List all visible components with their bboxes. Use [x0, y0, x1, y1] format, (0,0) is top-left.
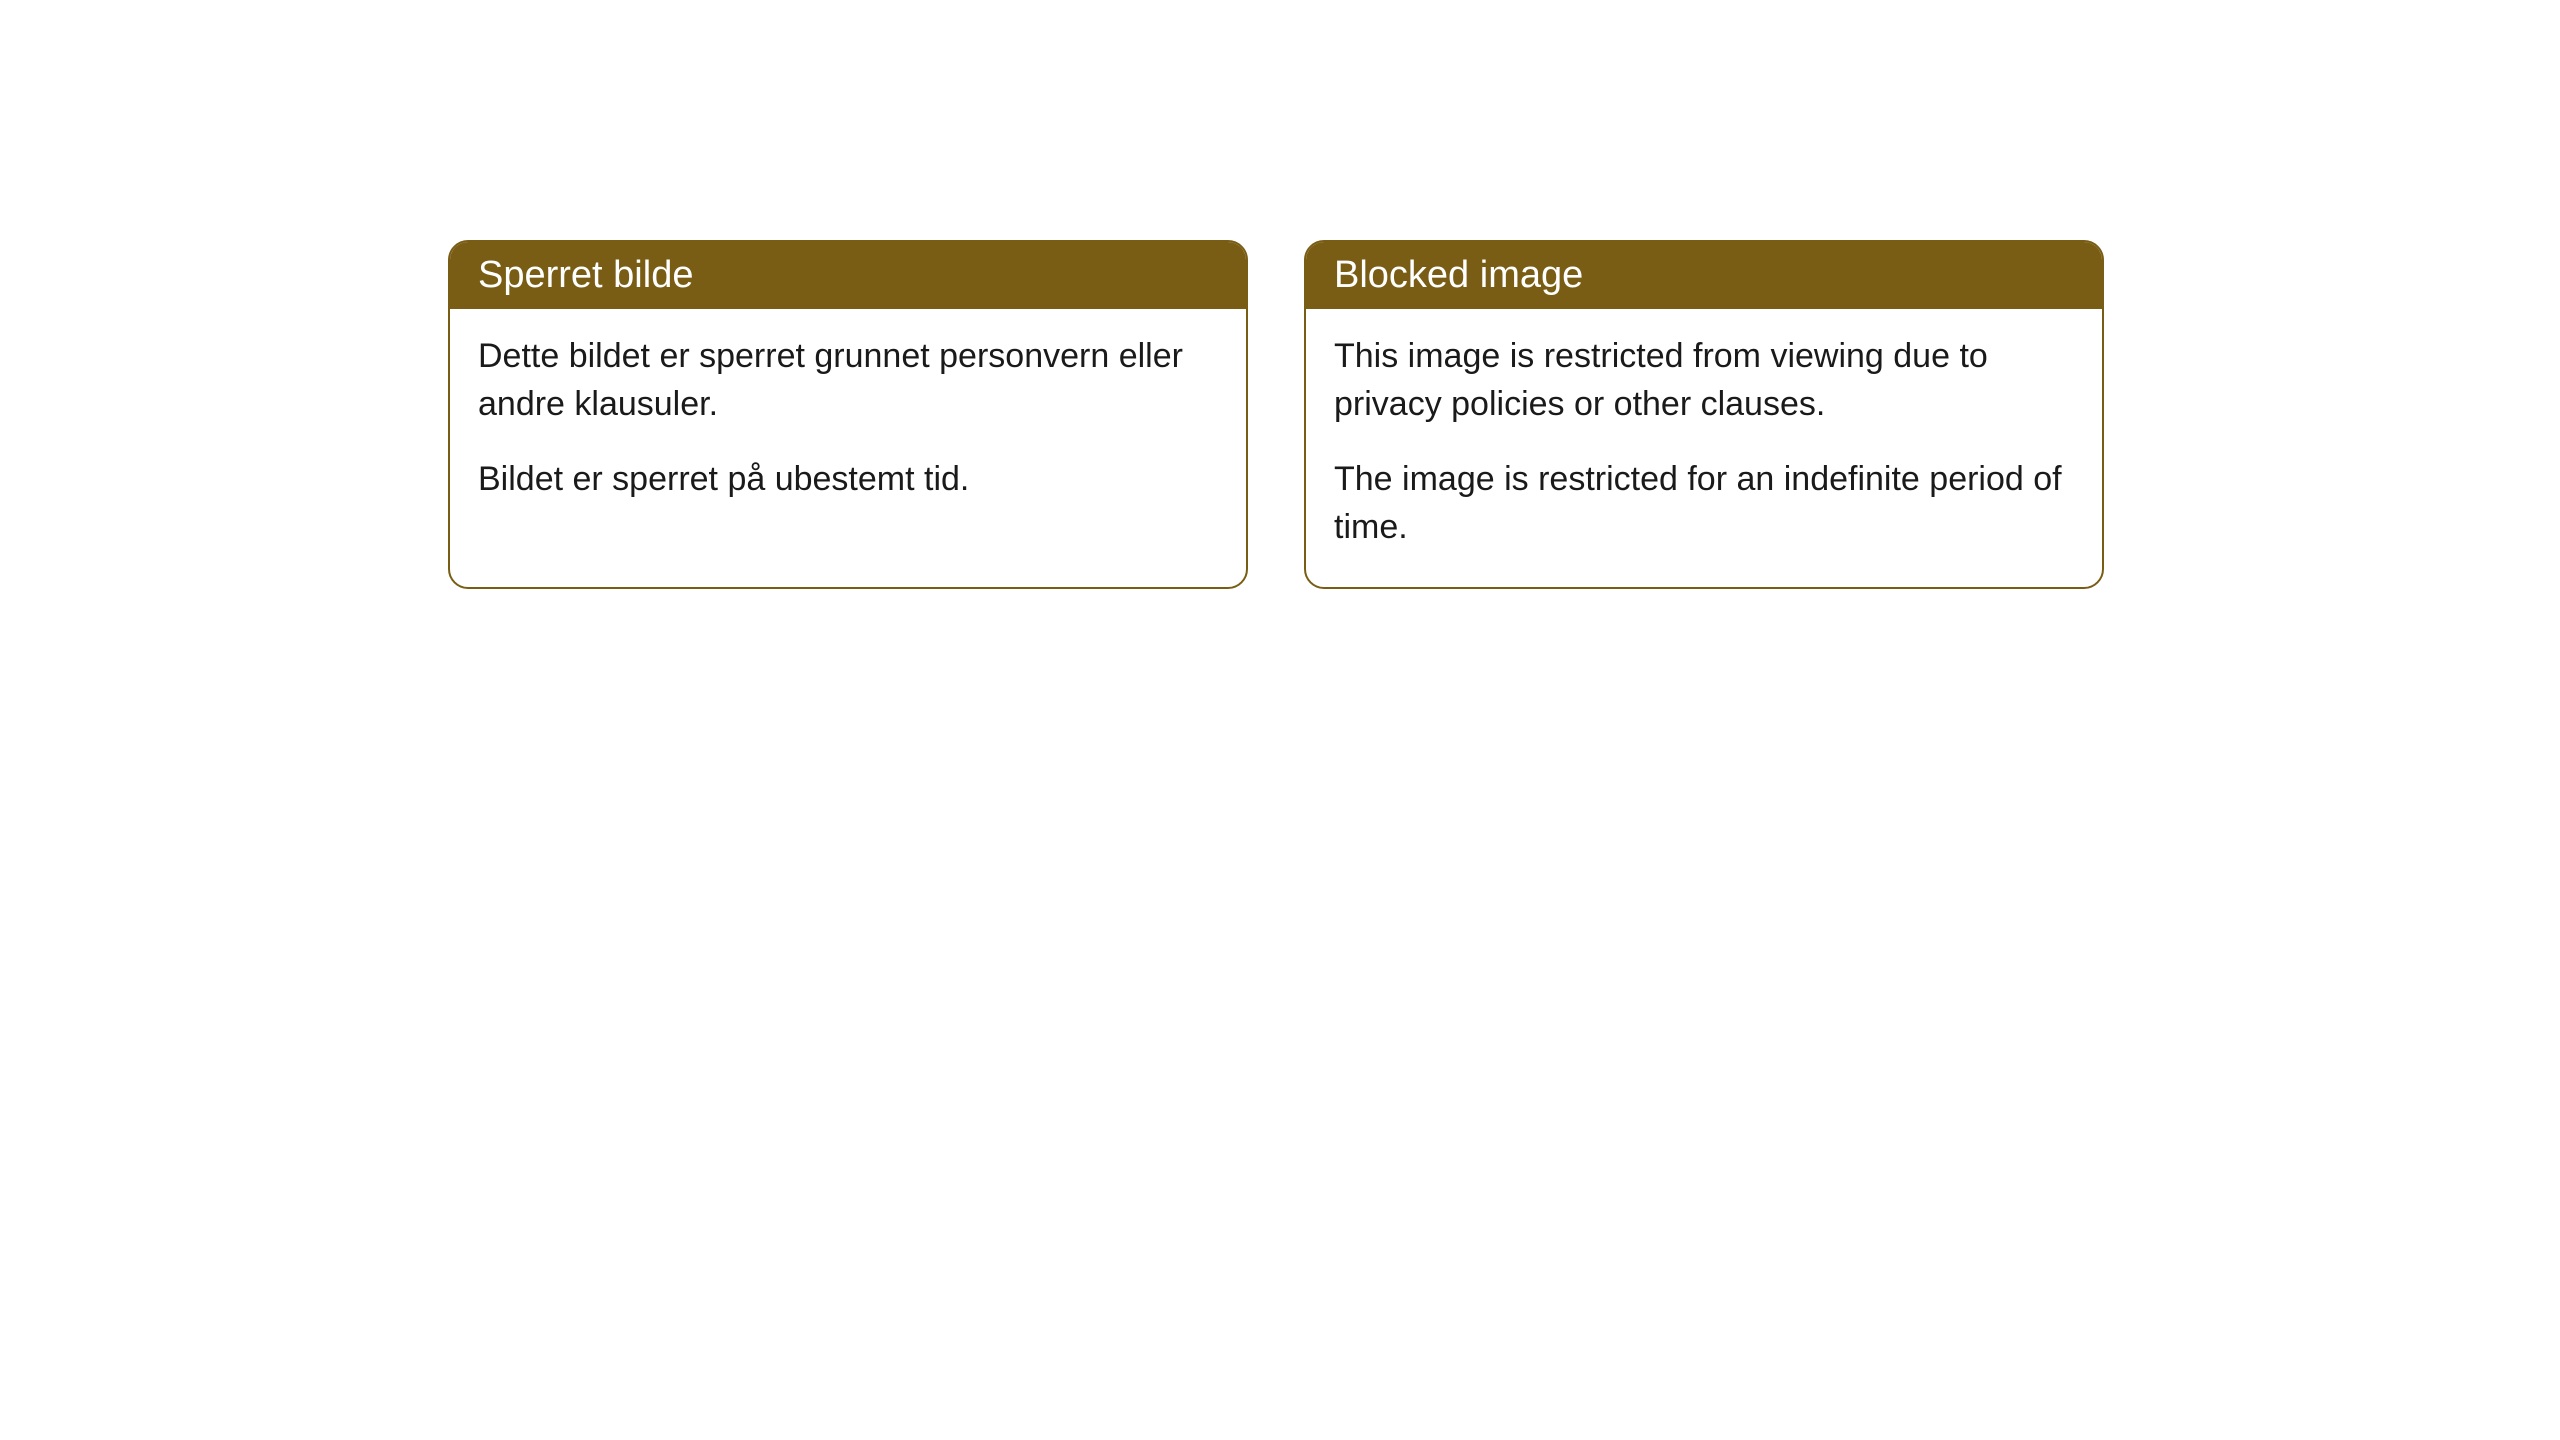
- card-english: Blocked image This image is restricted f…: [1304, 240, 2104, 589]
- card-title: Sperret bilde: [478, 254, 693, 296]
- card-body-norwegian: Dette bildet er sperret grunnet personve…: [450, 309, 1246, 540]
- card-title: Blocked image: [1334, 254, 1583, 296]
- card-body-english: This image is restricted from viewing du…: [1306, 309, 2102, 587]
- card-norwegian: Sperret bilde Dette bildet er sperret gr…: [448, 240, 1248, 589]
- card-header-english: Blocked image: [1306, 242, 2102, 309]
- card-paragraph: This image is restricted from viewing du…: [1334, 333, 2074, 428]
- card-paragraph: Bildet er sperret på ubestemt tid.: [478, 456, 1218, 504]
- card-header-norwegian: Sperret bilde: [450, 242, 1246, 309]
- card-paragraph: The image is restricted for an indefinit…: [1334, 456, 2074, 551]
- card-paragraph: Dette bildet er sperret grunnet personve…: [478, 333, 1218, 428]
- cards-container: Sperret bilde Dette bildet er sperret gr…: [448, 240, 2560, 589]
